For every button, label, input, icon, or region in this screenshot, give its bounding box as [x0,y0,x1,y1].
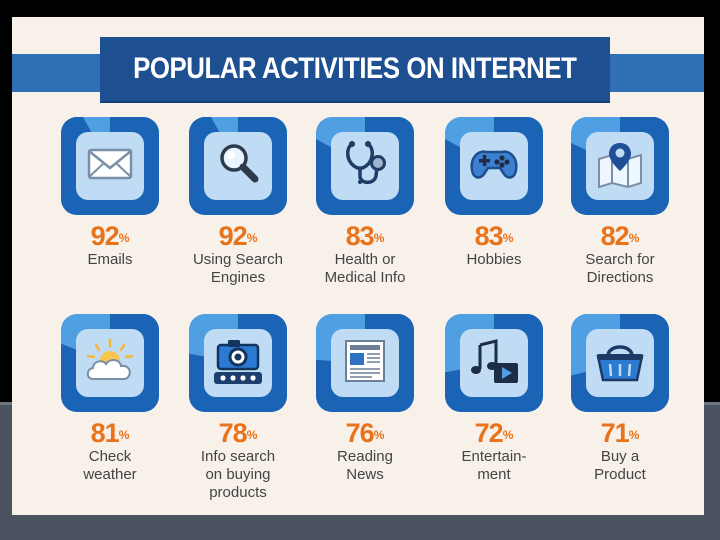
newspaper-icon [340,337,390,390]
camera-rating-icon [210,335,266,392]
activity-tile: 83% Health or Medical Info [301,117,429,287]
activity-label: Health or Medical Info [324,251,406,286]
percent-value: 81% [46,418,174,448]
activity-label: Reading News [337,448,393,483]
percent-number: 78 [218,418,248,448]
gamepad-icon [466,144,522,189]
percent-sign: % [628,428,640,442]
infographic-sheet: POPULAR ACTIVITIES ON INTERNET 92% Emails… [12,17,704,515]
percent-sign: % [246,428,258,442]
percent-value: 76% [301,418,429,448]
percent-number: 92 [218,221,248,251]
icon-frame [460,132,528,200]
percent-value: 78% [174,418,302,448]
activity-tile: 76% Reading News [301,314,429,484]
icon-frame [586,132,654,200]
music-video-icon [466,335,522,392]
activity-label: Emails [87,251,133,268]
activity-label: Check weather [83,448,137,483]
percent-value: 92% [46,221,174,251]
icon-tile [189,314,287,412]
activity-tile: 78% Info search on buying products [174,314,302,502]
percent-sign: % [628,231,640,245]
percent-value: 71% [556,418,684,448]
activity-tile: 72% Entertain- ment [430,314,558,484]
icon-frame [204,329,272,397]
icon-tile [189,117,287,215]
percent-sign: % [373,231,385,245]
activity-tile: 92% Using Search Engines [174,117,302,287]
percent-number: 81 [90,418,120,448]
icon-tile [316,314,414,412]
activity-tile: 92% Emails [46,117,174,269]
percent-number: 72 [474,418,504,448]
envelope-icon [85,144,135,189]
icon-tile [61,117,159,215]
activity-label: Buy a Product [594,448,646,483]
percent-number: 83 [345,221,375,251]
icon-frame [76,329,144,397]
basket-icon [594,336,646,391]
icon-frame [586,329,654,397]
percent-sign: % [502,428,514,442]
activity-label: Using Search Engines [192,251,284,286]
icon-tile [571,314,669,412]
percent-value: 92% [174,221,302,251]
icon-tile [61,314,159,412]
cloud-sun-icon [83,337,137,390]
percent-sign: % [246,231,258,245]
icon-frame [460,329,528,397]
icon-tile [445,117,543,215]
percent-value: 82% [556,221,684,251]
percent-number: 92 [90,221,120,251]
stethoscope-icon [340,138,390,195]
percent-number: 83 [474,221,504,251]
icon-tile [571,117,669,215]
activity-label: Entertain- ment [461,448,527,483]
activity-label: Search for Directions [585,251,655,286]
icon-frame [331,132,399,200]
activity-tile: 83% Hobbies [430,117,558,269]
percent-number: 82 [600,221,630,251]
percent-value: 83% [301,221,429,251]
title-banner: POPULAR ACTIVITIES ON INTERNET [100,37,610,101]
percent-sign: % [118,231,130,245]
icon-tile [445,314,543,412]
activity-label: Hobbies [466,251,522,268]
magnifier-icon [213,139,263,194]
percent-value: 72% [430,418,558,448]
activity-label: Info search on buying products [200,448,276,501]
percent-number: 76 [345,418,375,448]
icon-frame [331,329,399,397]
percent-sign: % [373,428,385,442]
percent-value: 83% [430,221,558,251]
percent-sign: % [118,428,130,442]
activity-tile: 82% Search for Directions [556,117,684,287]
icon-frame [204,132,272,200]
activity-tile: 81% Check weather [46,314,174,484]
percent-sign: % [502,231,514,245]
icon-tile [316,117,414,215]
percent-number: 71 [600,418,630,448]
chart-title: POPULAR ACTIVITIES ON INTERNET [133,52,577,85]
activity-tile: 71% Buy a Product [556,314,684,484]
icon-frame [76,132,144,200]
map-pin-icon [595,139,645,194]
